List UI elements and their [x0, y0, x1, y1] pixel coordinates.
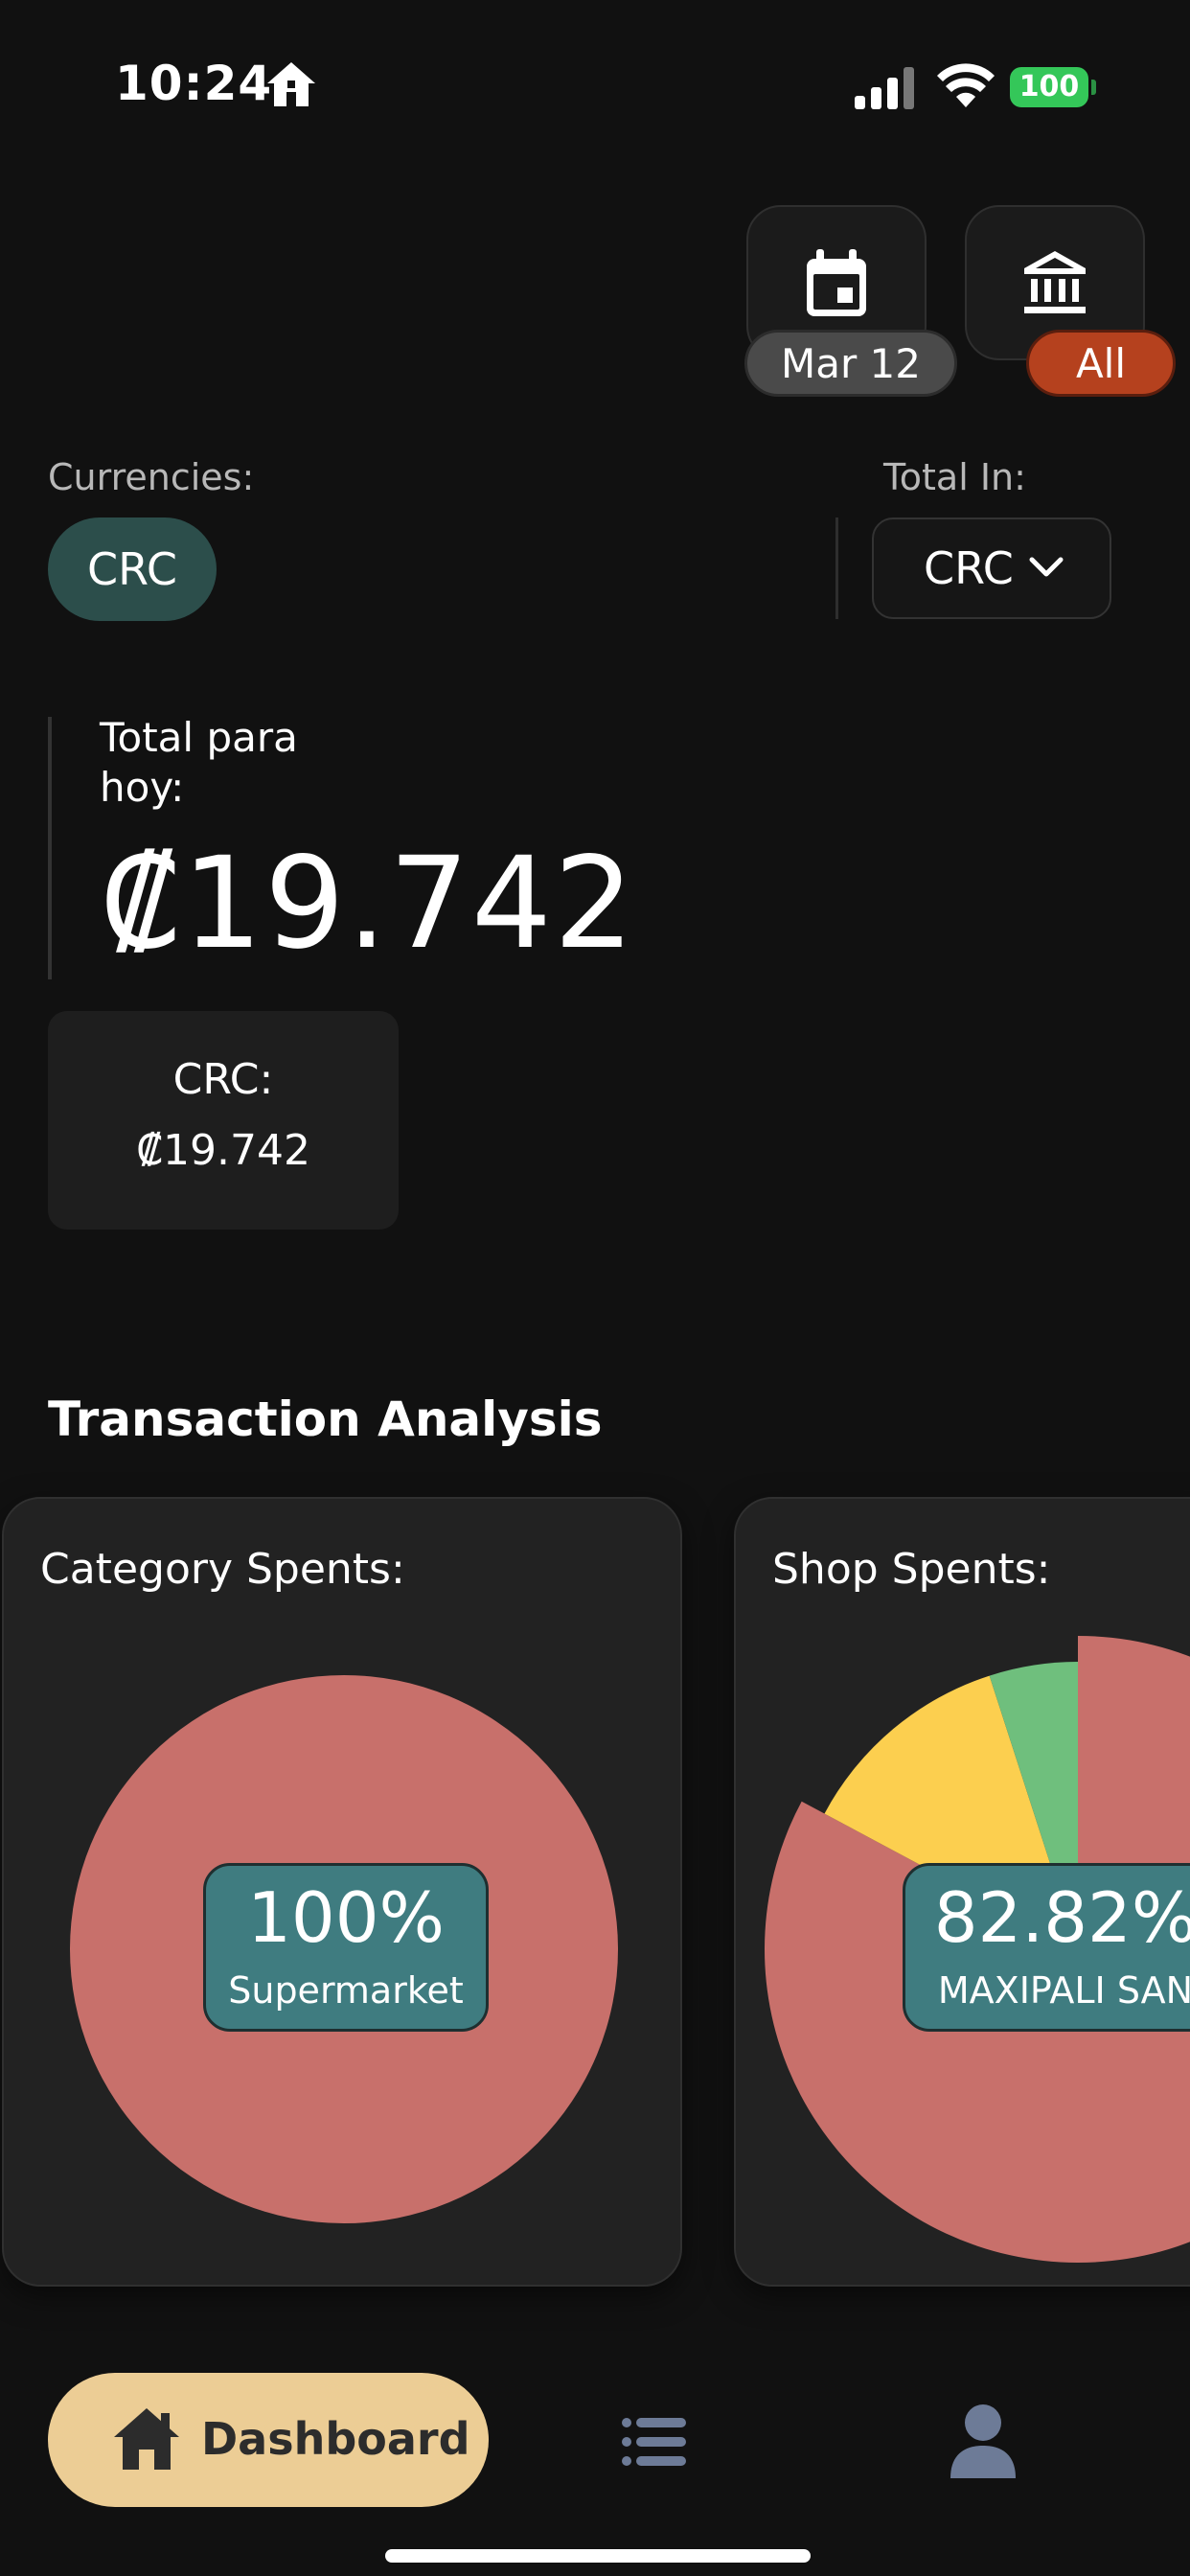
- total-label: Total para hoy:: [100, 714, 298, 811]
- total-in-select[interactable]: CRC: [872, 518, 1111, 619]
- profile-icon[interactable]: [949, 2404, 1018, 2480]
- center-label: MAXIPALI SAN: [937, 1969, 1190, 2012]
- home-indicator: [385, 2549, 811, 2563]
- total-value: ₡19.742: [100, 830, 636, 978]
- currency-breakdown-card: CRC: ₡19.742: [48, 1011, 399, 1230]
- center-percent: 100%: [247, 1877, 445, 1958]
- nav-dashboard-label: Dashboard: [201, 2413, 470, 2465]
- divider: [835, 518, 838, 619]
- breakdown-amount: ₡19.742: [136, 1126, 310, 1175]
- total-in-value: CRC: [924, 542, 1014, 594]
- home-status-icon: [267, 62, 315, 106]
- category-spents-card[interactable]: Category Spents: 100% Supermarket: [2, 1497, 682, 2287]
- card-title: Shop Spents:: [772, 1545, 1051, 1594]
- list-icon[interactable]: [619, 2407, 688, 2476]
- date-pill[interactable]: Mar 12: [744, 330, 957, 397]
- home-icon: [114, 2408, 179, 2470]
- wifi-icon: [937, 63, 995, 107]
- nav-dashboard-tab[interactable]: Dashboard: [48, 2373, 489, 2507]
- breakdown-currency: CRC:: [172, 1055, 274, 1104]
- section-title: Transaction Analysis: [48, 1392, 603, 1447]
- shop-spents-card[interactable]: Shop Spents: 82.82% MAXIPALI SAN: [734, 1497, 1190, 2287]
- card-title: Category Spents:: [40, 1545, 405, 1594]
- cellular-signal-icon: [855, 67, 914, 109]
- total-accent-bar: [48, 717, 52, 979]
- total-in-label: Total In:: [883, 456, 1026, 498]
- center-badge: 100% Supermarket: [203, 1863, 489, 2032]
- currencies-label: Currencies:: [48, 456, 255, 498]
- center-badge: 82.82% MAXIPALI SAN: [903, 1863, 1190, 2032]
- battery-icon: 100: [1010, 67, 1096, 107]
- chevron-down-icon: [1029, 557, 1064, 577]
- center-percent: 82.82%: [933, 1877, 1190, 1958]
- bank-icon: [1024, 251, 1086, 313]
- calendar-icon: [807, 249, 866, 316]
- currency-chip-crc[interactable]: CRC: [48, 518, 217, 621]
- center-label: Supermarket: [228, 1969, 464, 2012]
- bank-filter-pill[interactable]: All: [1026, 330, 1176, 397]
- status-time: 10:24: [115, 56, 273, 111]
- battery-level: 100: [1010, 67, 1088, 107]
